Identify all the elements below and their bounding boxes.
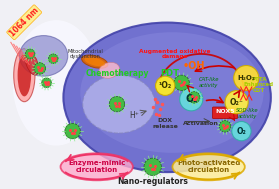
Circle shape (25, 49, 35, 59)
Text: PDT: PDT (160, 69, 179, 78)
FancyBboxPatch shape (213, 107, 237, 119)
Ellipse shape (172, 153, 245, 180)
Circle shape (34, 63, 45, 74)
Text: NOX5: NOX5 (215, 109, 235, 114)
Text: Augmented oxidative
damage: Augmented oxidative damage (139, 49, 211, 59)
Ellipse shape (63, 22, 271, 172)
Circle shape (156, 76, 175, 95)
Text: O₂: O₂ (237, 127, 246, 136)
Text: Mitochondrial
dysfunction: Mitochondrial dysfunction (67, 49, 103, 59)
Ellipse shape (18, 54, 31, 96)
Circle shape (174, 75, 189, 91)
Circle shape (42, 78, 51, 88)
Ellipse shape (82, 55, 108, 68)
Circle shape (65, 123, 80, 139)
Text: Nano-regulators: Nano-regulators (117, 177, 188, 186)
Ellipse shape (61, 153, 133, 180)
Ellipse shape (99, 62, 120, 78)
Text: •OH: •OH (183, 60, 205, 70)
Ellipse shape (20, 36, 68, 76)
Ellipse shape (85, 57, 105, 66)
Text: Photo-activated
circulation: Photo-activated circulation (177, 160, 240, 173)
Text: Activation: Activation (183, 121, 219, 126)
Text: H₂O₂: H₂O₂ (237, 75, 255, 81)
Ellipse shape (25, 52, 39, 75)
Text: 1064 nm: 1064 nm (8, 6, 40, 39)
Circle shape (188, 91, 200, 103)
Text: ¹O₂: ¹O₂ (158, 81, 172, 90)
Circle shape (232, 122, 251, 141)
Ellipse shape (14, 49, 35, 102)
Text: DOX
release: DOX release (152, 118, 178, 129)
Text: O₂: O₂ (185, 94, 198, 104)
Text: Chemotherapy: Chemotherapy (85, 69, 149, 78)
Text: CAT-like
activity: CAT-like activity (198, 77, 219, 88)
Circle shape (180, 88, 203, 111)
Circle shape (109, 96, 125, 112)
Circle shape (144, 158, 161, 176)
Circle shape (49, 54, 58, 64)
Ellipse shape (13, 20, 100, 146)
Ellipse shape (80, 32, 264, 153)
Ellipse shape (83, 75, 155, 133)
Text: H⁺: H⁺ (129, 111, 139, 120)
Text: SOD-like
activity: SOD-like activity (236, 108, 259, 119)
Circle shape (225, 91, 248, 114)
Text: Enzyme-mimic
circulation: Enzyme-mimic circulation (68, 160, 125, 173)
Circle shape (219, 121, 231, 132)
Circle shape (234, 66, 259, 91)
Text: O₂⁻: O₂⁻ (230, 98, 244, 107)
Text: PTTA
Enhanced
CDT: PTTA Enhanced CDT (244, 77, 274, 93)
